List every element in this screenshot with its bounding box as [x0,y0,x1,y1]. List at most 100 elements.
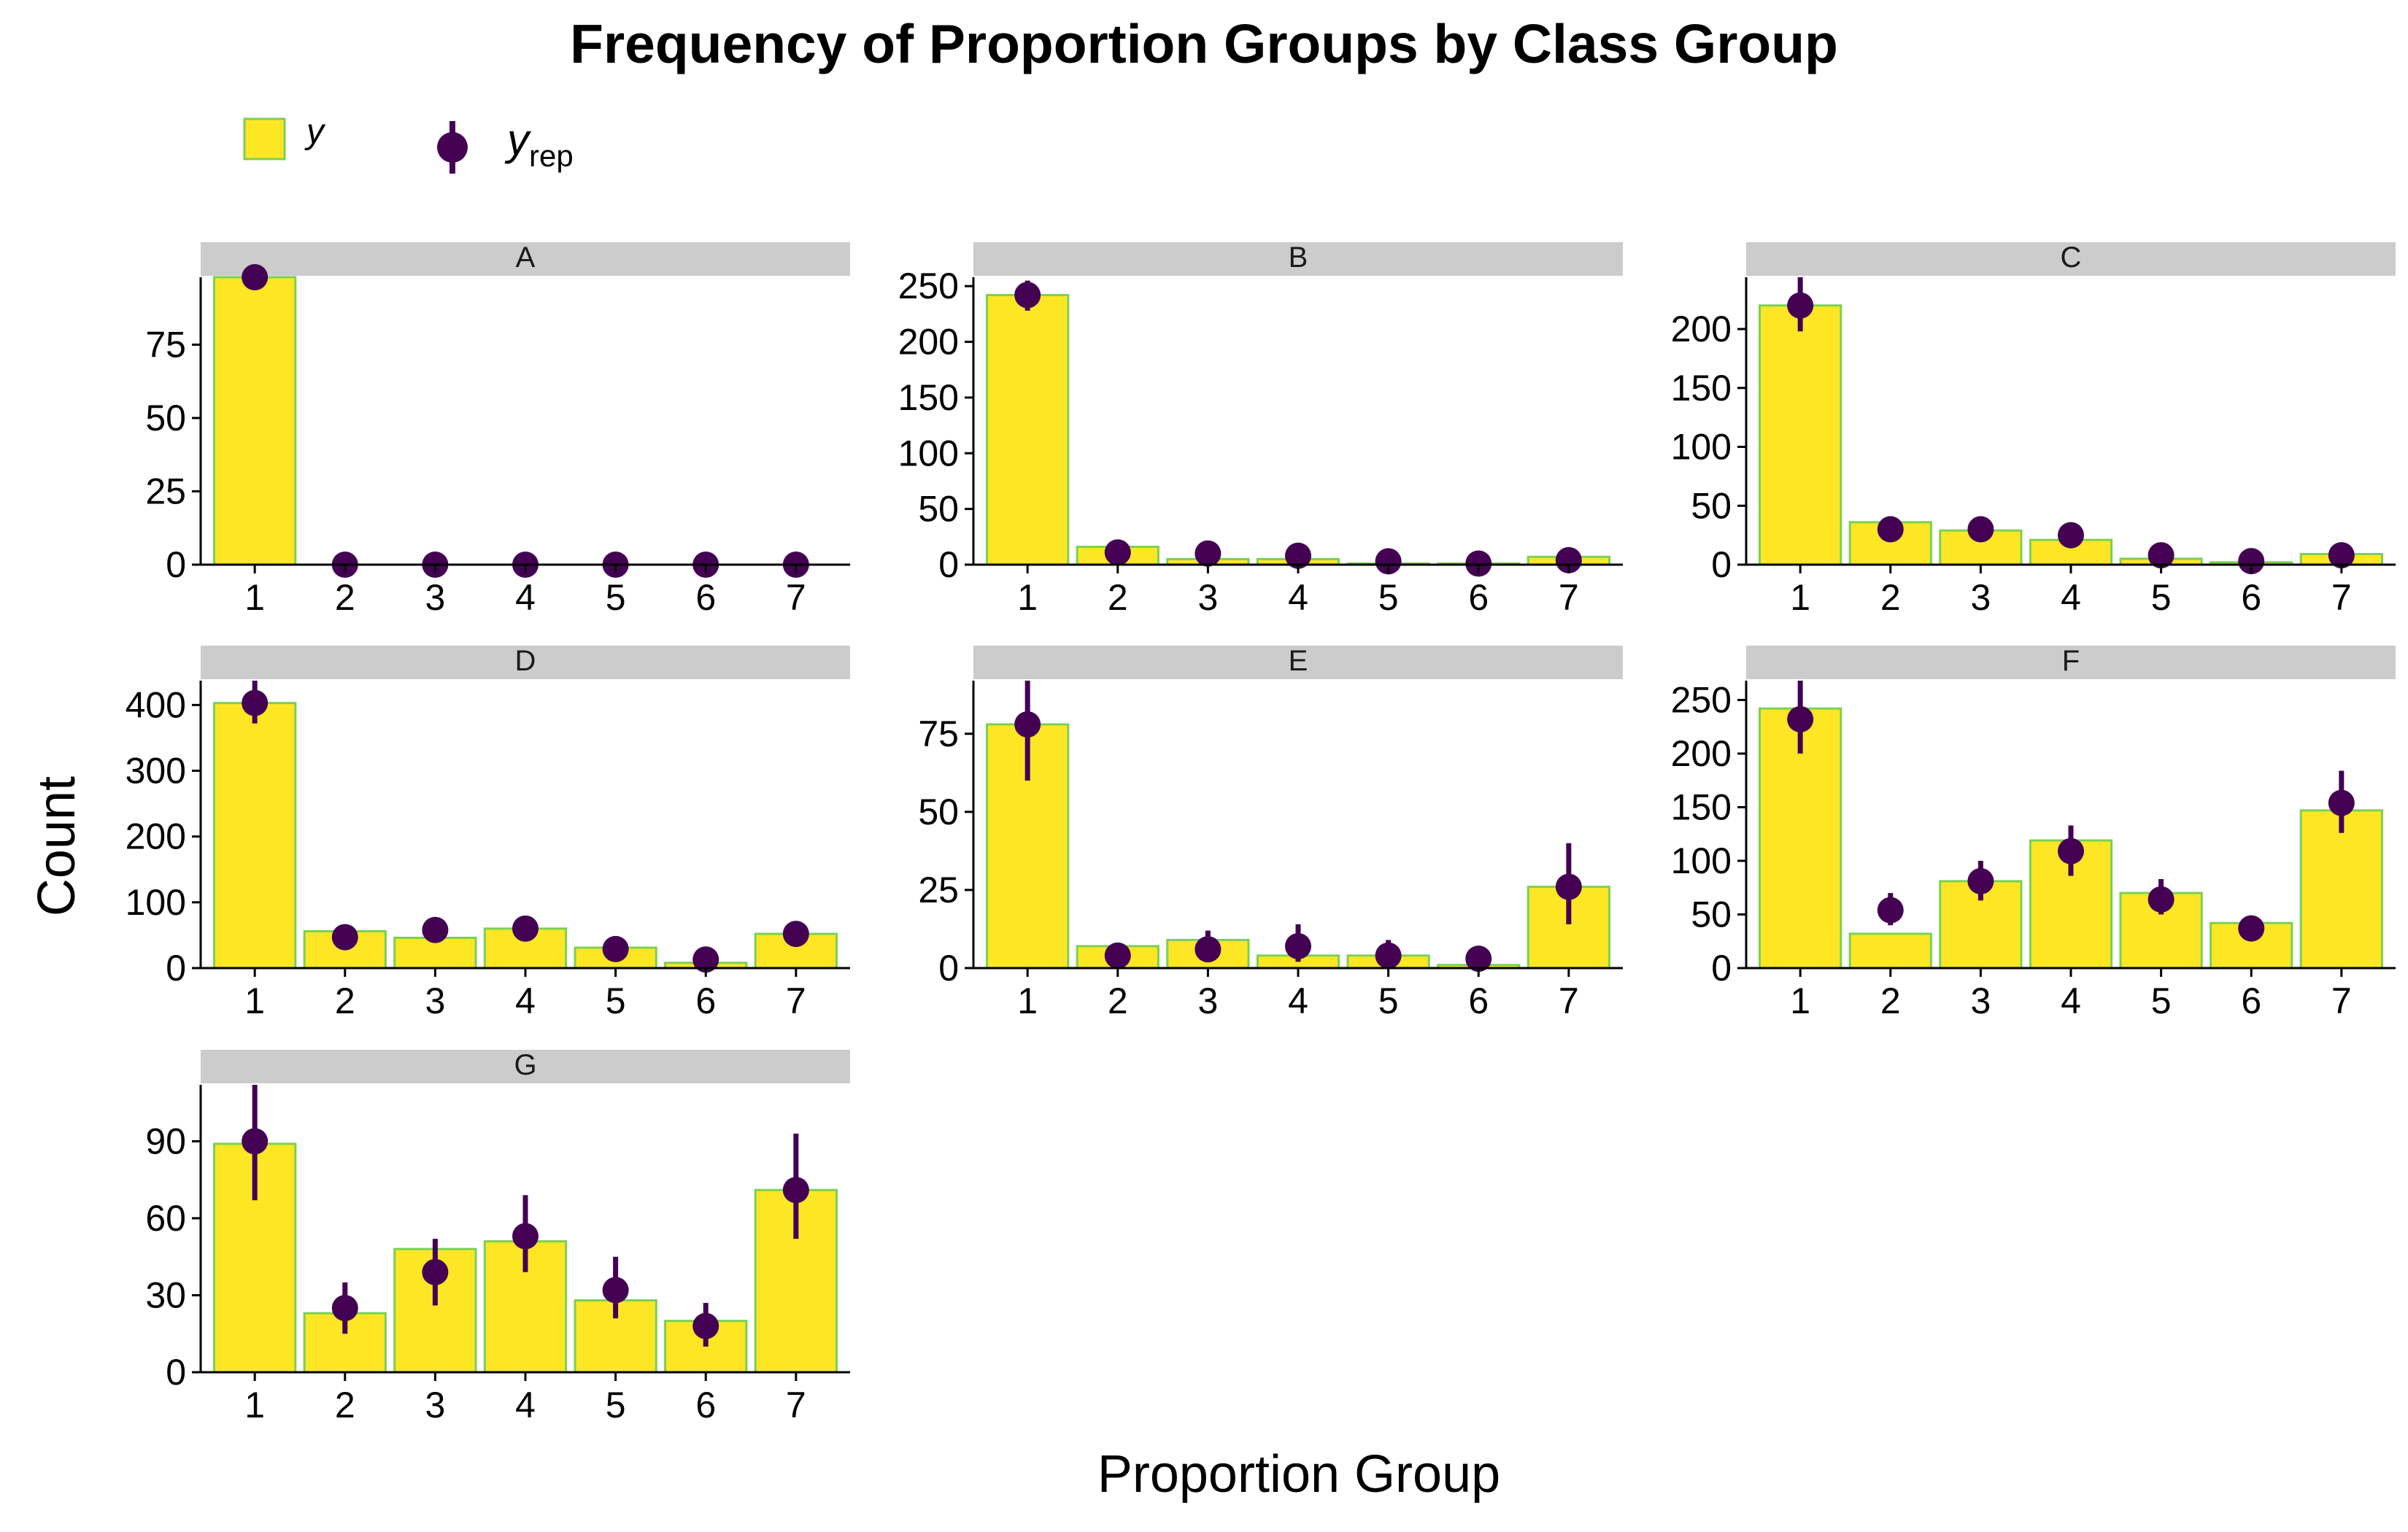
bar-y [2299,809,2383,970]
facet-panel-c: C 0 50 100 150 200 1 2 3 4 5 6 7 [1671,241,2396,618]
y-tick-label: 250 [1671,679,1732,720]
y-tick-label: 200 [1671,309,1732,349]
x-tick-label: 4 [515,1385,536,1425]
chart-title: Frequency of Proportion Groups by Class … [570,13,1838,74]
yrep-point [2238,548,2265,575]
y-tick-label: 25 [918,870,959,910]
yrep-point [1195,936,1222,963]
yrep-point [1285,542,1311,569]
yrep-point [422,1258,449,1285]
bar-y [1759,304,1842,566]
x-tick-label: 6 [695,1385,716,1425]
x-tick-label: 3 [1970,980,1991,1021]
y-tick-label: 100 [126,882,186,923]
facet-strip-label: B [1289,241,1308,274]
yrep-point [2058,837,2084,864]
y-tick-label: 100 [898,433,959,473]
x-tick-label: 4 [2061,577,2081,618]
y-tick-label: 75 [918,713,959,754]
facet-strip [201,1050,850,1083]
facet-strip [973,646,1623,679]
x-tick-label: 1 [1017,577,1038,618]
y-tick-label: 200 [898,322,959,363]
x-tick-label: 2 [1108,980,1128,1021]
yrep-point [422,916,449,943]
x-tick-label: 3 [425,1385,445,1425]
x-tick-label: 5 [1378,980,1399,1021]
yrep-point [602,1277,629,1304]
y-axis-title: Count [28,776,86,916]
yrep-point [1375,942,1402,969]
yrep-point [1465,550,1492,577]
bar-y [986,293,1070,566]
facet-panel-g: G 0 30 60 90 1 2 3 4 5 6 7 [145,1049,850,1425]
y-tick-label: 0 [1711,544,1732,585]
y-tick-label: 50 [145,398,186,438]
yrep-point [692,946,719,973]
yrep-point [1104,942,1131,969]
yrep-point [692,1312,719,1339]
y-tick-label: 250 [898,266,959,306]
facet-strip [1746,242,2396,276]
y-tick-label: 0 [166,544,186,585]
yrep-point [602,935,629,962]
bar-y [213,276,297,566]
yrep-point [1195,540,1222,567]
y-tick-label: 75 [145,324,186,365]
x-tick-label: 5 [606,980,626,1021]
y-tick-label: 100 [1671,840,1732,881]
yrep-point [1014,282,1041,309]
yrep-point [242,264,269,290]
yrep-point [1877,897,1904,924]
yrep-point [782,921,809,948]
y-tick-label: 30 [145,1274,186,1315]
x-tick-label: 6 [1468,980,1489,1021]
yrep-point [1967,867,1994,894]
x-tick-label: 7 [1559,577,1579,618]
x-tick-label: 1 [1790,577,1810,618]
y-tick-label: 0 [166,948,186,989]
x-tick-label: 4 [515,980,536,1021]
yrep-point [331,924,358,951]
yrep-point [1104,539,1131,566]
x-axis-title: Proportion Group [1097,1445,1500,1504]
yrep-point [2328,789,2355,816]
x-tick-label: 1 [244,980,265,1021]
y-tick-label: 50 [918,489,959,530]
yrep-point [1787,705,1814,732]
yrep-point [2328,542,2355,569]
facet-strip [201,242,850,276]
y-tick-label: 0 [166,1352,186,1393]
x-tick-label: 1 [1017,980,1038,1021]
x-tick-label: 5 [606,1385,626,1425]
facet-strip-label: E [1289,645,1308,677]
x-tick-label: 5 [1378,577,1399,618]
x-tick-label: 3 [1197,980,1218,1021]
facet-strip [201,646,850,679]
x-tick-label: 5 [2151,577,2172,618]
x-tick-label: 7 [786,980,806,1021]
x-tick-label: 6 [695,980,716,1021]
x-tick-label: 7 [786,1385,806,1425]
y-tick-label: 150 [898,377,959,418]
yrep-point [242,1128,269,1155]
yrep-point [1555,546,1582,573]
yrep-point [2147,542,2174,569]
y-tick-label: 150 [1671,786,1732,827]
x-tick-label: 2 [335,577,355,618]
x-tick-label: 1 [1790,980,1810,1021]
legend-point-yrep [437,132,468,163]
x-tick-label: 7 [2331,980,2352,1021]
facet-strip-label: A [516,241,536,274]
y-tick-label: 200 [1671,733,1732,774]
yrep-point [1787,292,1814,319]
x-tick-label: 3 [425,577,445,618]
y-tick-label: 150 [1671,368,1732,409]
yrep-point [1375,548,1402,575]
yrep-point [1465,945,1492,972]
facet-strip-label: C [2061,241,2082,274]
x-tick-label: 2 [1108,577,1128,618]
bar-y [1848,932,1932,970]
x-tick-label: 1 [244,1385,265,1425]
x-tick-label: 4 [1288,980,1308,1021]
